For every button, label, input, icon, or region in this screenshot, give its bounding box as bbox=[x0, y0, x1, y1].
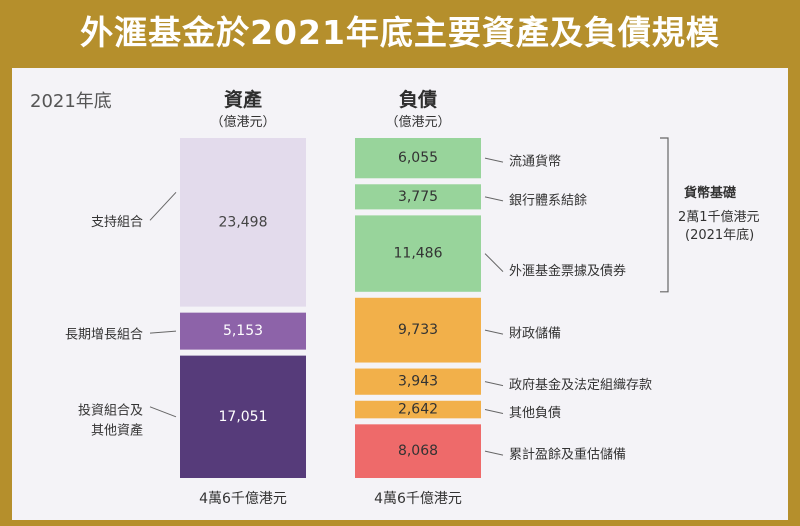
asset-connector-line bbox=[149, 330, 177, 334]
liability-connector-line bbox=[484, 381, 504, 387]
asset-category-label: 投資組合及 bbox=[78, 402, 143, 418]
liability-value-label: 8,068 bbox=[398, 443, 438, 459]
liability-connector-line bbox=[484, 409, 504, 415]
asset-connector-line bbox=[149, 406, 177, 418]
asset-bar-segment bbox=[180, 312, 306, 350]
monetary-base-value: 2萬1千億港元 bbox=[678, 210, 760, 225]
liability-value-label: 6,055 bbox=[398, 150, 438, 166]
liability-category-label: 累計盈餘及重估儲備 bbox=[509, 447, 626, 463]
liability-category-label: 政府基金及法定組織存款 bbox=[509, 377, 652, 393]
liability-connector-line bbox=[484, 196, 504, 202]
assets-total: 4萬6千億港元 bbox=[199, 491, 287, 507]
asset-value-label: 17,051 bbox=[219, 409, 268, 425]
assets-header: 資產 bbox=[223, 89, 262, 111]
monetary-base-bracket bbox=[660, 137, 669, 293]
assets-unit: （億港元） bbox=[210, 115, 276, 130]
chart-title: 外滙基金於2021年底主要資產及負債規模 bbox=[80, 13, 720, 52]
liabilities-unit: （億港元） bbox=[385, 115, 451, 130]
liability-bar-segment bbox=[355, 400, 481, 419]
liability-category-label: 流通貨幣 bbox=[509, 154, 561, 170]
monetary-base-label: 貨幣基礎 bbox=[684, 186, 737, 201]
liability-bar-segment bbox=[355, 368, 481, 395]
liability-value-label: 9,733 bbox=[398, 322, 438, 338]
liability-connector-line bbox=[484, 329, 504, 335]
asset-bar-segment bbox=[180, 355, 306, 478]
liability-category-label: 銀行體系結餘 bbox=[509, 192, 587, 208]
liability-bar-segment bbox=[355, 138, 481, 179]
asset-category-label: 長期增長組合 bbox=[65, 328, 143, 343]
liabilities-total: 4萬6千億港元 bbox=[374, 491, 462, 507]
liability-bar-segment bbox=[355, 424, 481, 478]
liability-value-label: 3,775 bbox=[398, 189, 438, 205]
asset-bar-segment bbox=[180, 138, 306, 307]
liability-value-label: 3,943 bbox=[398, 374, 438, 390]
liability-bar-segment bbox=[355, 297, 481, 363]
liability-value-label: 11,486 bbox=[394, 246, 443, 262]
liability-connector-line bbox=[484, 253, 504, 272]
asset-value-label: 5,153 bbox=[223, 323, 263, 339]
asset-connector-line bbox=[149, 191, 177, 221]
year-label: 2021年底 bbox=[30, 91, 112, 112]
liability-connector-line bbox=[484, 450, 504, 456]
asset-category-label: 支持組合 bbox=[91, 215, 143, 230]
liability-category-label: 財政儲備 bbox=[509, 326, 561, 342]
asset-category-label: 其他資產 bbox=[91, 422, 143, 438]
liabilities-header: 負債 bbox=[398, 89, 437, 111]
asset-value-label: 23,498 bbox=[219, 214, 268, 230]
monetary-base-note: (2021年底) bbox=[685, 228, 755, 243]
liability-bar-segment bbox=[355, 215, 481, 292]
liability-category-label: 外滙基金票據及債券 bbox=[509, 263, 626, 279]
liability-connector-line bbox=[484, 157, 504, 163]
liability-bar-segment bbox=[355, 184, 481, 210]
liability-value-label: 2,642 bbox=[398, 402, 438, 418]
liability-category-label: 其他負債 bbox=[509, 406, 561, 421]
